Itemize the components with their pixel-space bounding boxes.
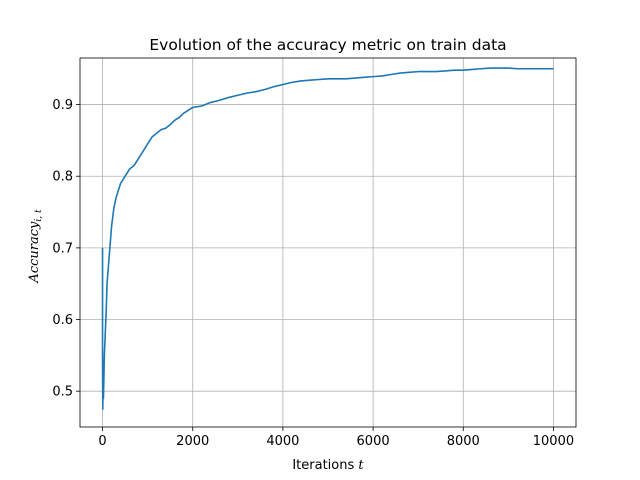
x-axis-label: Iterations t [292,458,364,473]
x-axis-label-variable: t [358,458,364,473]
y-tick-label: 0.5 [52,385,73,400]
y-tick-label: 0.6 [52,313,73,328]
y-axis-label-subscript: i, t [34,209,44,222]
x-axis-label-text: Iterations [292,458,358,473]
axis-ticks: 0 2000 4000 6000 8000 10000 0.5 0.6 0.7 0.8 0.9 [52,98,574,449]
x-tick-label: 8000 [447,434,480,449]
chart-title: Evolution of the accuracy metric on trai… [149,36,506,54]
y-tick-label: 0.7 [52,241,73,256]
x-tick-label: 10000 [533,434,574,449]
y-axis-label: Accuracyi, t [27,209,44,284]
x-tick-label: 6000 [357,434,390,449]
y-tick-label: 0.9 [52,98,73,113]
series-group [101,67,554,410]
x-tick-label: 0 [98,434,106,449]
y-tick-label: 0.8 [52,170,73,185]
x-tick-label: 2000 [176,434,209,449]
series-line [101,67,554,410]
y-axis-label-text: Accuracy [27,221,42,284]
x-tick-label: 4000 [266,434,299,449]
plot-frame [79,57,577,428]
grid-lines [80,58,576,427]
